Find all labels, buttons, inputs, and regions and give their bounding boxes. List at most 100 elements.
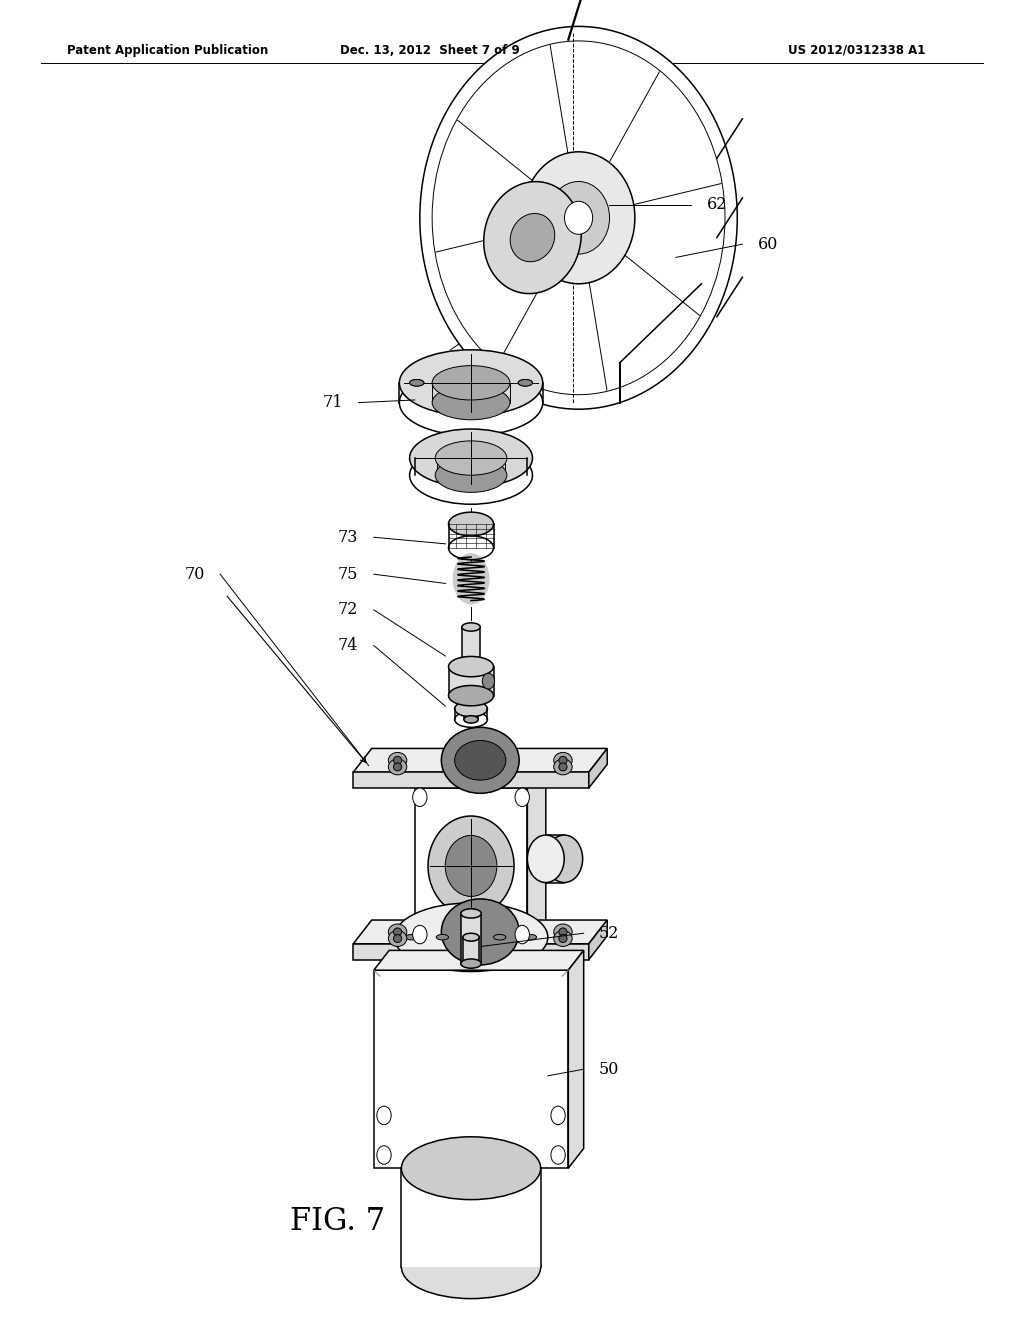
Ellipse shape [449,685,494,706]
Ellipse shape [393,928,401,936]
Ellipse shape [464,715,478,723]
Bar [463,937,479,964]
Ellipse shape [551,1106,565,1125]
Bar [401,1168,541,1267]
Text: 74: 74 [338,638,358,653]
Text: 50: 50 [599,1061,620,1077]
Polygon shape [374,970,568,1168]
Ellipse shape [461,958,481,969]
Ellipse shape [435,458,507,492]
Ellipse shape [527,836,564,883]
Ellipse shape [420,26,737,409]
Ellipse shape [482,673,495,689]
Ellipse shape [455,701,487,717]
Ellipse shape [377,1146,391,1164]
Ellipse shape [483,182,582,293]
Ellipse shape [548,181,609,253]
Ellipse shape [399,350,543,416]
Ellipse shape [428,816,514,916]
Ellipse shape [518,380,532,385]
Ellipse shape [449,536,494,560]
Ellipse shape [462,623,480,631]
Ellipse shape [388,752,407,768]
Ellipse shape [410,380,424,385]
Ellipse shape [559,763,567,771]
Ellipse shape [453,553,489,605]
Ellipse shape [388,931,407,946]
Ellipse shape [515,788,529,807]
Text: 73: 73 [338,529,358,545]
Bar [464,696,478,719]
Text: FIG. 7: FIG. 7 [291,1205,385,1237]
Ellipse shape [554,759,572,775]
Ellipse shape [435,441,507,475]
Polygon shape [568,950,584,1168]
Ellipse shape [494,935,506,940]
Ellipse shape [388,759,407,775]
Text: Dec. 13, 2012  Sheet 7 of 9: Dec. 13, 2012 Sheet 7 of 9 [340,44,520,57]
Bar [462,627,480,667]
Ellipse shape [432,385,510,420]
Text: 75: 75 [338,566,358,582]
Text: 52: 52 [599,925,620,941]
Ellipse shape [410,446,532,504]
Ellipse shape [559,756,567,764]
Ellipse shape [377,1106,391,1125]
Ellipse shape [510,214,555,261]
Polygon shape [353,920,607,944]
Ellipse shape [564,201,593,235]
Ellipse shape [399,370,543,436]
Polygon shape [353,748,607,772]
Ellipse shape [445,836,497,896]
Ellipse shape [462,663,480,671]
Ellipse shape [518,380,532,385]
Ellipse shape [413,925,427,944]
Ellipse shape [554,752,572,768]
Text: US 2012/0312338 A1: US 2012/0312338 A1 [788,44,926,57]
Ellipse shape [393,763,401,771]
Ellipse shape [522,152,635,284]
Polygon shape [546,836,564,883]
Ellipse shape [432,41,725,395]
Polygon shape [353,944,589,960]
Text: 70: 70 [184,566,205,582]
Text: 72: 72 [338,602,358,618]
Ellipse shape [559,928,567,936]
Ellipse shape [554,931,572,946]
Ellipse shape [559,935,567,942]
Polygon shape [527,764,546,944]
Ellipse shape [441,727,519,793]
Ellipse shape [461,908,481,919]
Ellipse shape [436,935,449,940]
Ellipse shape [455,711,487,727]
Ellipse shape [394,903,548,972]
Ellipse shape [546,836,583,883]
Ellipse shape [551,1146,565,1164]
Text: 60: 60 [758,236,778,252]
Ellipse shape [401,1236,541,1299]
Ellipse shape [401,1137,541,1200]
Text: 62: 62 [707,197,727,213]
Ellipse shape [393,756,401,764]
Polygon shape [353,772,589,788]
Polygon shape [589,920,607,960]
Bar [461,913,481,964]
Ellipse shape [515,925,529,944]
Text: 71: 71 [323,395,343,411]
Ellipse shape [449,512,494,536]
Polygon shape [374,950,584,970]
Ellipse shape [441,899,519,965]
Ellipse shape [388,924,407,940]
Ellipse shape [410,429,532,487]
Polygon shape [589,748,607,788]
Text: Patent Application Publication: Patent Application Publication [67,44,268,57]
Ellipse shape [410,380,424,385]
Ellipse shape [413,788,427,807]
Bar [449,667,494,696]
Ellipse shape [449,656,494,677]
Ellipse shape [463,933,479,941]
Ellipse shape [393,935,401,942]
Ellipse shape [554,924,572,940]
Polygon shape [415,788,527,944]
Ellipse shape [406,935,418,940]
